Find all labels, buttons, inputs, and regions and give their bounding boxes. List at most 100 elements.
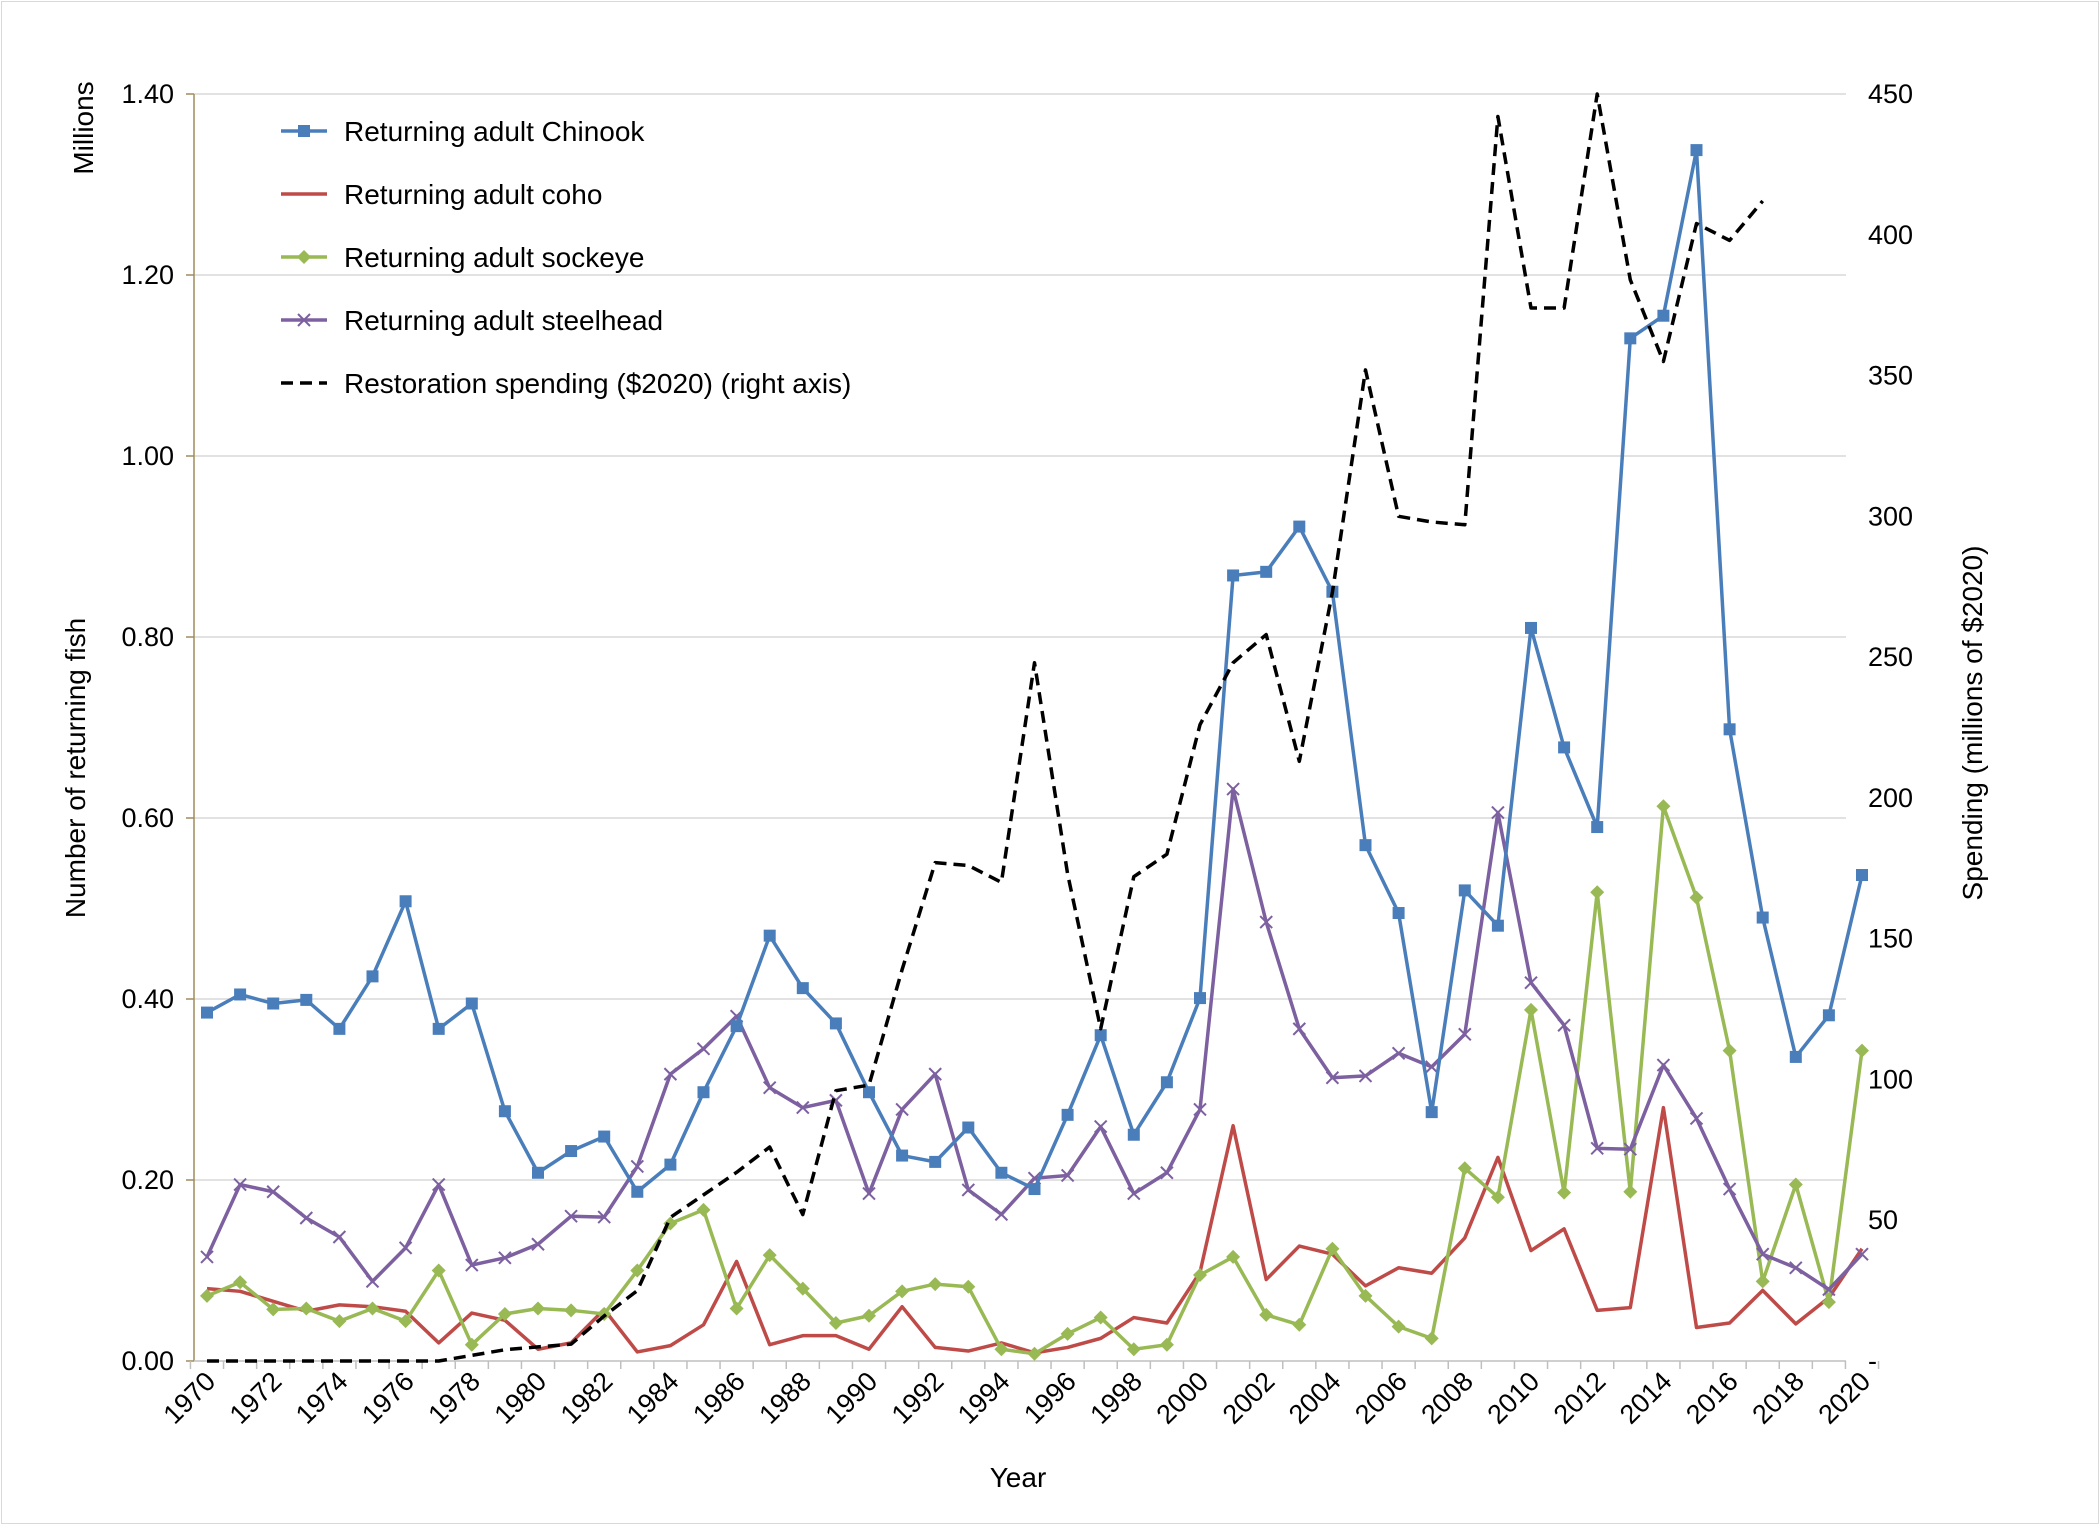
x-tick-label: 2008 (1415, 1366, 1479, 1430)
x-tick-label: 1974 (290, 1366, 354, 1430)
data-point-square (697, 1086, 710, 1099)
data-point-x (365, 1274, 380, 1289)
data-point-x (928, 1067, 942, 1081)
x-tick-label: 2018 (1746, 1366, 1810, 1430)
data-point-diamond (1590, 885, 1605, 900)
data-point-x (1557, 1018, 1571, 1032)
data-point-square (1525, 621, 1537, 634)
data-point-x (597, 1210, 611, 1224)
x-tick-label: 2000 (1151, 1366, 1215, 1430)
series-returning-adult-steelhead (200, 782, 1869, 1297)
x-tick-label: 2016 (1680, 1366, 1744, 1430)
x-axis-title: Year (990, 1462, 1047, 1493)
data-point-square (664, 1158, 677, 1171)
data-point-x (1093, 1119, 1108, 1134)
x-tick-label: 2004 (1283, 1366, 1347, 1430)
data-point-x (1292, 1022, 1307, 1036)
data-point-diamond (1159, 1337, 1174, 1352)
series-line (207, 92, 1765, 1363)
y2-tick-label: 100 (1868, 1064, 1913, 1094)
data-point-x (531, 1237, 545, 1251)
data-point-diamond (200, 1288, 214, 1303)
data-point-x (1623, 1142, 1638, 1156)
data-point-square (267, 997, 280, 1010)
data-point-diamond (729, 1301, 744, 1316)
x-tick-label: 2012 (1548, 1366, 1612, 1430)
data-point-square (1558, 741, 1571, 754)
data-point-diamond (1689, 890, 1704, 905)
data-point-square (498, 1105, 511, 1118)
data-point-square (1624, 332, 1637, 345)
data-point-x (961, 1183, 976, 1197)
data-point-x (696, 1042, 711, 1056)
data-point-x (266, 1185, 280, 1199)
data-point-square (763, 929, 776, 942)
data-point-square (896, 1149, 909, 1162)
y2-tick-label: 350 (1868, 361, 1913, 391)
data-point-square (1723, 723, 1736, 736)
legend-label: Returning adult sockeye (344, 242, 644, 273)
data-point-square (366, 970, 379, 983)
legend-item: Returning adult steelhead (281, 305, 663, 336)
y-axis-ticks: 0.00 0.20 0.40 0.60 0.80 1.00 1.20 1.40 (121, 79, 194, 1376)
y-axis-title: Number of returning fish (60, 618, 91, 918)
legend-item: Restoration spending ($2020) (right axis… (281, 368, 851, 399)
series-returning-adult-chinook (201, 144, 1868, 1198)
data-point-x (1590, 1141, 1604, 1156)
data-point-square (1160, 1076, 1173, 1089)
data-point-square (399, 895, 412, 908)
y2-tick-label: 200 (1868, 783, 1913, 813)
legend: Returning adult Chinook Returning adult c… (281, 116, 851, 399)
series-line (206, 804, 1864, 1356)
x-tick-label: 1996 (1018, 1366, 1082, 1430)
data-point-diamond (531, 1301, 545, 1316)
data-point-diamond (795, 1281, 810, 1296)
x-tick-label: 1980 (489, 1366, 553, 1430)
data-point-diamond (696, 1202, 711, 1217)
data-point-square (730, 1020, 743, 1033)
data-point-square (829, 1017, 842, 1030)
data-point-x (299, 1211, 314, 1225)
data-point-diamond (1292, 1317, 1307, 1332)
data-point-diamond (1755, 1274, 1770, 1289)
y2-tick-label: 400 (1868, 220, 1913, 250)
data-point-diamond (464, 1337, 479, 1352)
y2-tick-label: - (1868, 1346, 1877, 1376)
data-point-x (200, 1250, 214, 1264)
data-point-square (300, 993, 313, 1006)
data-point-square (962, 1121, 975, 1134)
data-point-diamond (1490, 1190, 1505, 1205)
x-tick-label: 1982 (555, 1366, 619, 1430)
y-tick-label: 1.00 (121, 441, 174, 471)
data-point-x (1391, 1046, 1406, 1061)
data-point-diamond (1722, 1043, 1737, 1058)
data-point-square (1491, 919, 1504, 932)
x-tick-label: 2014 (1614, 1366, 1678, 1430)
data-point-square (1789, 1050, 1802, 1063)
data-point-diamond (994, 1342, 1009, 1357)
data-point-diamond (1093, 1310, 1108, 1325)
data-point-x (465, 1258, 479, 1272)
data-point-diamond (564, 1303, 579, 1318)
y-tick-label: 0.60 (121, 803, 174, 833)
data-point-square (929, 1155, 942, 1168)
x-tick-label: 1992 (886, 1366, 950, 1430)
data-point-x (1689, 1111, 1704, 1126)
data-point-diamond (1193, 1268, 1207, 1283)
data-point-square (1127, 1128, 1140, 1141)
data-point-diamond (365, 1301, 380, 1316)
data-point-diamond (630, 1263, 645, 1278)
x-tick-label: 2006 (1349, 1366, 1413, 1430)
data-point-x (1855, 1247, 1869, 1261)
data-point-square (598, 1130, 611, 1143)
x-tick-label: 2010 (1482, 1366, 1546, 1430)
series-returning-adult-sockeye (200, 799, 1869, 1361)
data-point-square (1028, 1183, 1041, 1196)
data-point-x (1060, 1168, 1075, 1183)
data-point-square (1856, 869, 1868, 882)
data-point-square (995, 1166, 1008, 1179)
data-point-x (1325, 1071, 1340, 1085)
data-point-x (895, 1102, 909, 1117)
data-point-x (1722, 1182, 1737, 1196)
